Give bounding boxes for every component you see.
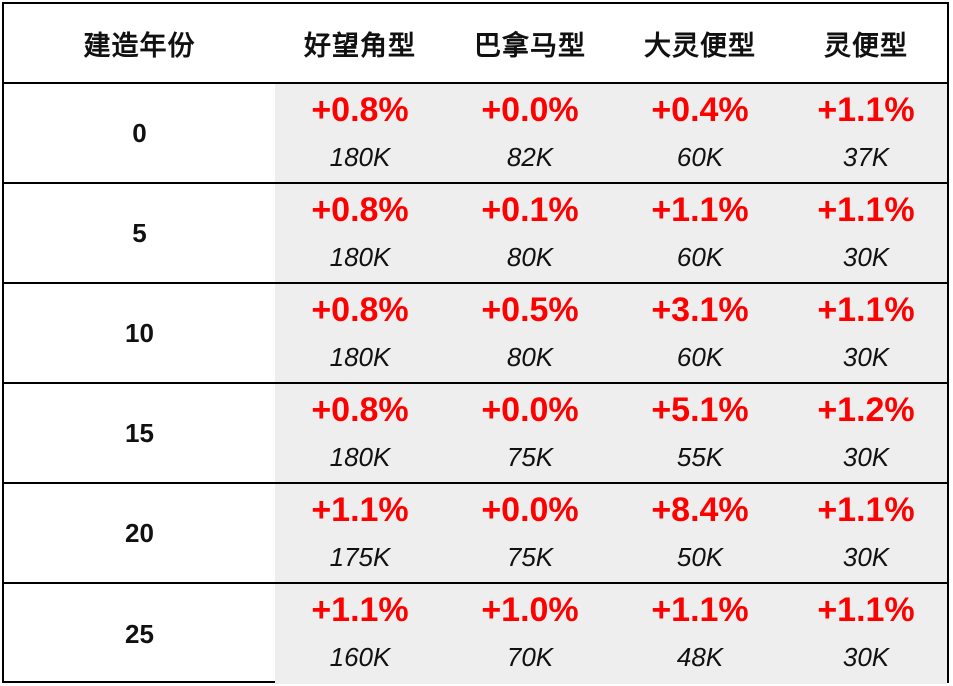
cell-capesize: +0.8% 180K bbox=[275, 84, 445, 182]
cell-handysize: +1.1% 30K bbox=[785, 484, 947, 582]
build-year-label: 20 bbox=[125, 517, 154, 548]
header-build-year: 建造年份 bbox=[83, 30, 196, 61]
value-label: 180K bbox=[329, 242, 391, 272]
cell-supramax: +3.1% 60K bbox=[615, 284, 785, 382]
change-percent: +8.4% bbox=[651, 491, 749, 529]
cell-capesize: +1.1% 160K bbox=[275, 584, 445, 684]
value-label: 48K bbox=[676, 642, 724, 672]
cell-panamax: +1.0% 70K bbox=[445, 584, 615, 684]
change-percent: +0.8% bbox=[311, 191, 409, 229]
data-shade bbox=[275, 384, 947, 482]
build-year-label: 10 bbox=[125, 317, 154, 348]
cell-supramax: +5.1% 55K bbox=[615, 384, 785, 482]
change-percent: +0.5% bbox=[481, 291, 579, 329]
cell-panamax: +0.1% 80K bbox=[445, 184, 615, 282]
change-percent: +0.8% bbox=[311, 291, 409, 329]
change-percent: +1.1% bbox=[817, 191, 915, 229]
header-panamax: 巴拿马型 bbox=[474, 30, 586, 61]
value-label: 30K bbox=[842, 442, 890, 472]
data-shade bbox=[275, 584, 947, 684]
change-percent: +1.0% bbox=[481, 591, 579, 629]
cell-capesize: +0.8% 180K bbox=[275, 184, 445, 282]
table-row: 5 +0.8% 180K +0.1% 80K +1.1% 60K +1.1% 30K bbox=[4, 184, 947, 284]
value-label: 75K bbox=[506, 442, 554, 472]
value-label: 160K bbox=[329, 642, 391, 672]
cell-panamax: +0.5% 80K bbox=[445, 284, 615, 382]
table-row: 0 +0.8% 180K +0.0% 82K +0.4% 60K +1.1% 37K bbox=[4, 84, 947, 184]
value-label: 175K bbox=[329, 542, 391, 572]
value-label: 180K bbox=[329, 342, 391, 372]
cell-capesize: +1.1% 175K bbox=[275, 484, 445, 582]
value-label: 30K bbox=[842, 542, 890, 572]
build-year-label: 25 bbox=[125, 618, 154, 649]
change-percent: +0.4% bbox=[651, 91, 749, 129]
value-label: 50K bbox=[676, 542, 724, 572]
value-label: 75K bbox=[506, 542, 554, 572]
change-percent: +5.1% bbox=[651, 391, 749, 429]
data-shade bbox=[275, 484, 947, 582]
value-label: 80K bbox=[506, 342, 554, 372]
change-percent: +3.1% bbox=[651, 291, 749, 329]
table-row: 10 +0.8% 180K +0.5% 80K +3.1% 60K +1.1% 30K bbox=[4, 284, 947, 384]
change-percent: +0.8% bbox=[311, 91, 409, 129]
change-percent: +1.1% bbox=[817, 491, 915, 529]
value-label: 180K bbox=[329, 142, 391, 172]
value-label: 30K bbox=[842, 242, 890, 272]
value-label: 70K bbox=[506, 642, 554, 672]
change-percent: +1.1% bbox=[817, 291, 915, 329]
data-shade bbox=[275, 184, 947, 282]
data-shade bbox=[275, 84, 947, 182]
change-percent: +1.1% bbox=[651, 591, 749, 629]
change-percent: +1.1% bbox=[651, 191, 749, 229]
table-row: 25 +1.1% 160K +1.0% 70K +1.1% 48K +1.1% 30K bbox=[4, 584, 947, 684]
table-row: 20 +1.1% 175K +0.0% 75K +8.4% 50K +1.1% 30K bbox=[4, 484, 947, 584]
cell-handysize: +1.1% 37K bbox=[785, 84, 947, 182]
build-year-label: 15 bbox=[125, 417, 154, 448]
change-percent: +0.8% bbox=[311, 391, 409, 429]
header-handysize: 灵便型 bbox=[824, 30, 908, 61]
header-row: 建造年份 好望角型 巴拿马型 大灵便型 灵便型 bbox=[4, 4, 947, 84]
value-label: 82K bbox=[506, 142, 554, 172]
header-capesize: 好望角型 bbox=[304, 30, 416, 61]
value-label: 60K bbox=[676, 242, 724, 272]
change-percent: +1.1% bbox=[311, 491, 409, 529]
value-label: 60K bbox=[676, 142, 724, 172]
cell-handysize: +1.1% 30K bbox=[785, 184, 947, 282]
value-label: 80K bbox=[506, 242, 554, 272]
build-year-label: 0 bbox=[132, 117, 147, 148]
build-year-label: 5 bbox=[132, 217, 147, 248]
cell-supramax: +1.1% 60K bbox=[615, 184, 785, 282]
change-percent: +1.2% bbox=[817, 391, 915, 429]
cell-capesize: +0.8% 180K bbox=[275, 284, 445, 382]
cell-panamax: +0.0% 82K bbox=[445, 84, 615, 182]
cell-capesize: +0.8% 180K bbox=[275, 384, 445, 482]
data-shade bbox=[275, 284, 947, 382]
value-label: 37K bbox=[842, 142, 890, 172]
change-percent: +0.0% bbox=[481, 391, 579, 429]
cell-handysize: +1.1% 30K bbox=[785, 284, 947, 382]
change-percent: +1.1% bbox=[311, 591, 409, 629]
cell-handysize: +1.1% 30K bbox=[785, 584, 947, 684]
change-percent: +0.1% bbox=[481, 191, 579, 229]
value-label: 180K bbox=[329, 442, 391, 472]
value-label: 55K bbox=[676, 442, 724, 472]
cell-supramax: +0.4% 60K bbox=[615, 84, 785, 182]
value-label: 30K bbox=[842, 342, 890, 372]
change-percent: +1.1% bbox=[817, 91, 915, 129]
change-percent: +0.0% bbox=[481, 91, 579, 129]
value-label: 30K bbox=[842, 642, 890, 672]
change-percent: +1.1% bbox=[817, 591, 915, 629]
cell-supramax: +1.1% 48K bbox=[615, 584, 785, 684]
cell-panamax: +0.0% 75K bbox=[445, 384, 615, 482]
cell-panamax: +0.0% 75K bbox=[445, 484, 615, 582]
cell-handysize: +1.2% 30K bbox=[785, 384, 947, 482]
table-row: 15 +0.8% 180K +0.0% 75K +5.1% 55K +1.2% 30K bbox=[4, 384, 947, 484]
value-label: 60K bbox=[676, 342, 724, 372]
header-supramax: 大灵便型 bbox=[644, 30, 756, 61]
cell-supramax: +8.4% 50K bbox=[615, 484, 785, 582]
change-percent: +0.0% bbox=[481, 491, 579, 529]
